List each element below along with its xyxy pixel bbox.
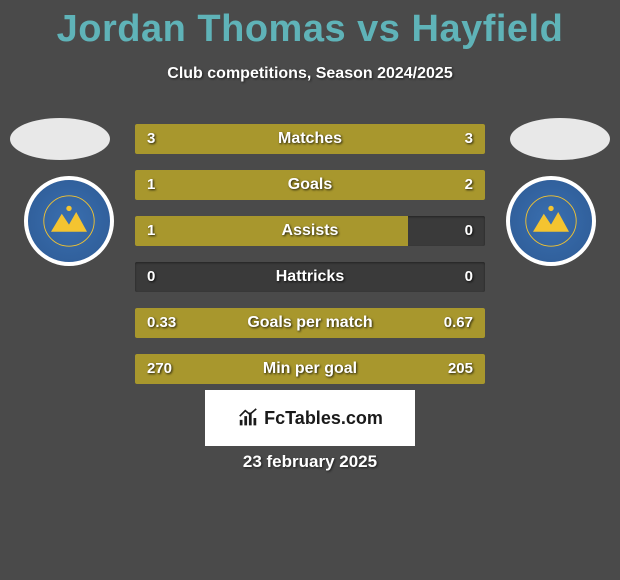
club-badge-right: [506, 176, 596, 266]
stat-row: 3Matches3: [135, 124, 485, 154]
stat-right-value: 0.67: [444, 308, 473, 338]
crest-icon: [524, 194, 578, 248]
stat-label: Matches: [135, 124, 485, 154]
page-title: Jordan Thomas vs Hayfield: [0, 0, 620, 51]
stat-row: 0.33Goals per match0.67: [135, 308, 485, 338]
player-avatar-right: [510, 118, 610, 160]
stat-right-value: 0: [465, 216, 473, 246]
crest-icon: [42, 194, 96, 248]
brand-label: FcTables.com: [264, 408, 383, 429]
stats-container: 3Matches31Goals21Assists00Hattricks00.33…: [135, 124, 485, 400]
brand-chart-icon: [237, 407, 259, 429]
player-avatar-left: [10, 118, 110, 160]
stat-right-value: 3: [465, 124, 473, 154]
stat-row: 270Min per goal205: [135, 354, 485, 384]
stat-right-value: 0: [465, 262, 473, 292]
stat-label: Goals: [135, 170, 485, 200]
stat-label: Goals per match: [135, 308, 485, 338]
subtitle: Club competitions, Season 2024/2025: [0, 65, 620, 83]
club-badge-left: [24, 176, 114, 266]
stat-row: 1Assists0: [135, 216, 485, 246]
stat-right-value: 205: [448, 354, 473, 384]
stat-label: Assists: [135, 216, 485, 246]
stat-right-value: 2: [465, 170, 473, 200]
brand-box[interactable]: FcTables.com: [205, 390, 415, 446]
stat-row: 1Goals2: [135, 170, 485, 200]
stat-label: Hattricks: [135, 262, 485, 292]
date-label: 23 february 2025: [0, 452, 620, 472]
stat-row: 0Hattricks0: [135, 262, 485, 292]
stat-label: Min per goal: [135, 354, 485, 384]
